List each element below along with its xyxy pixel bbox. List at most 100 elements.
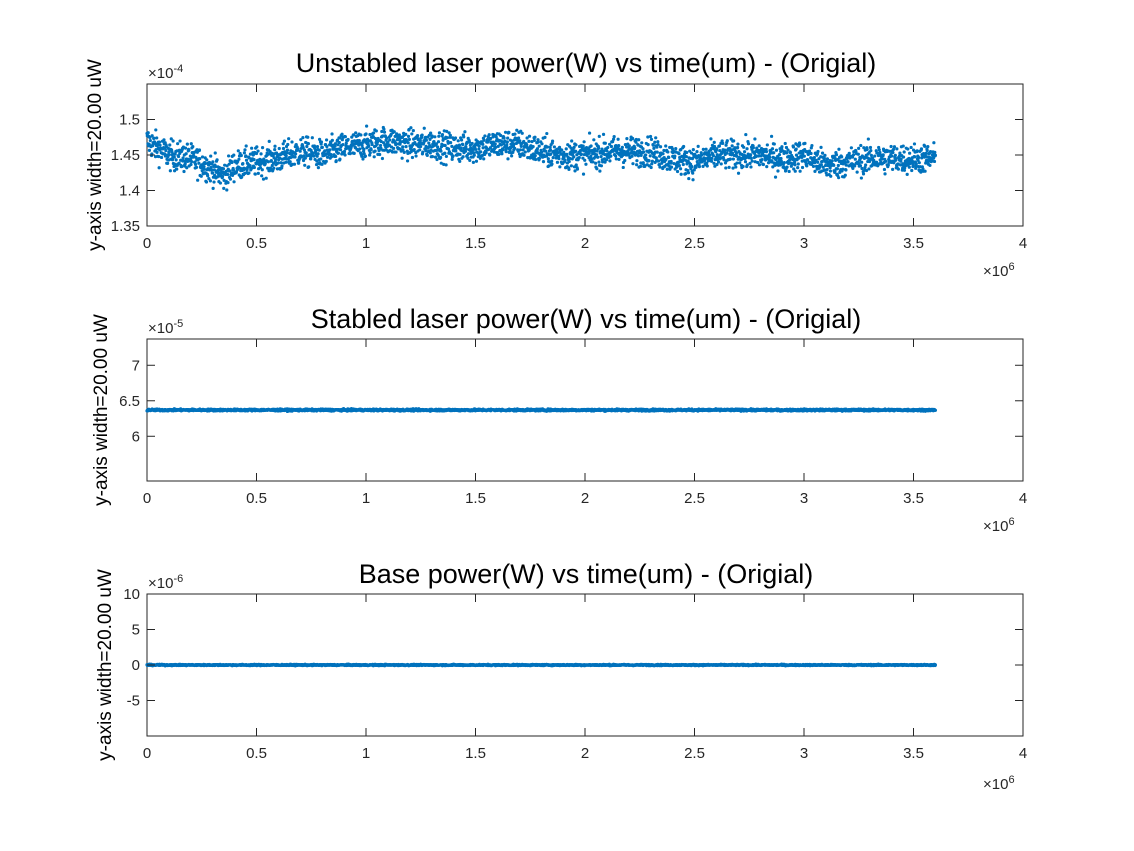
data-point bbox=[388, 138, 392, 142]
data-point bbox=[583, 158, 587, 162]
data-point bbox=[227, 162, 231, 166]
data-point bbox=[780, 145, 784, 149]
data-point bbox=[769, 134, 774, 138]
data-point bbox=[227, 154, 231, 158]
data-point bbox=[710, 156, 714, 160]
data-point bbox=[858, 164, 863, 168]
data-point bbox=[857, 146, 861, 151]
data-point bbox=[601, 132, 606, 136]
data-point bbox=[704, 147, 708, 151]
data-point bbox=[230, 160, 234, 165]
data-point bbox=[309, 157, 313, 161]
data-point bbox=[661, 152, 665, 156]
data-point bbox=[401, 145, 405, 149]
data-point bbox=[889, 144, 893, 149]
data-point bbox=[550, 139, 555, 143]
data-point bbox=[793, 169, 797, 173]
data-point bbox=[552, 145, 557, 149]
data-point bbox=[218, 181, 223, 185]
data-point bbox=[584, 162, 588, 166]
data-point bbox=[458, 159, 462, 163]
data-point bbox=[749, 153, 753, 157]
data-point bbox=[653, 140, 657, 144]
data-point bbox=[510, 154, 514, 158]
data-point bbox=[392, 146, 396, 150]
data-point bbox=[545, 145, 550, 149]
data-point bbox=[674, 147, 678, 151]
data-point bbox=[564, 147, 568, 151]
data-point bbox=[307, 165, 311, 169]
data-point bbox=[267, 139, 271, 143]
data-point bbox=[631, 162, 635, 166]
data-point bbox=[208, 179, 212, 183]
data-point bbox=[837, 147, 841, 151]
data-point bbox=[923, 144, 927, 148]
data-point bbox=[473, 147, 478, 151]
data-point bbox=[625, 137, 629, 141]
data-point bbox=[802, 154, 806, 158]
data-point bbox=[189, 159, 194, 164]
data-point bbox=[933, 153, 938, 157]
data-point bbox=[685, 150, 689, 155]
data-point bbox=[279, 161, 283, 165]
data-point bbox=[893, 153, 897, 157]
data-point bbox=[167, 150, 171, 154]
data-point bbox=[433, 135, 437, 139]
data-point bbox=[728, 157, 732, 161]
data-point bbox=[410, 132, 414, 136]
data-point bbox=[380, 156, 384, 161]
data-point bbox=[462, 135, 466, 139]
data-point bbox=[736, 145, 740, 150]
data-point bbox=[458, 152, 462, 156]
data-point bbox=[933, 150, 937, 154]
data-point bbox=[816, 149, 820, 154]
data-point bbox=[711, 154, 715, 158]
data-point bbox=[254, 151, 259, 156]
data-point bbox=[609, 154, 613, 158]
data-point bbox=[256, 149, 260, 153]
data-point bbox=[914, 162, 918, 166]
data-point bbox=[296, 147, 300, 151]
data-point bbox=[682, 144, 686, 149]
data-point bbox=[210, 171, 215, 175]
x-tick-label: 1 bbox=[362, 235, 370, 252]
data-point bbox=[330, 138, 334, 142]
data-point bbox=[907, 165, 911, 169]
data-point bbox=[796, 166, 800, 170]
data-point bbox=[727, 165, 731, 169]
data-point bbox=[292, 162, 297, 166]
data-point bbox=[302, 148, 307, 152]
data-point bbox=[334, 159, 338, 163]
data-point bbox=[574, 149, 578, 153]
data-point bbox=[221, 167, 226, 171]
data-point bbox=[236, 149, 240, 153]
data-point bbox=[317, 148, 321, 152]
x-tick-label: 2 bbox=[581, 235, 589, 252]
data-point bbox=[357, 138, 361, 143]
data-point bbox=[385, 136, 389, 140]
data-point bbox=[787, 169, 791, 174]
data-point bbox=[415, 134, 420, 138]
data-point bbox=[443, 143, 447, 148]
data-point bbox=[505, 140, 509, 144]
data-point bbox=[375, 142, 379, 146]
data-point bbox=[776, 156, 780, 160]
data-point bbox=[846, 160, 850, 164]
data-point bbox=[273, 148, 277, 152]
data-point bbox=[340, 132, 344, 136]
data-point bbox=[567, 159, 571, 164]
data-point bbox=[649, 165, 653, 170]
data-point bbox=[448, 133, 452, 137]
data-point bbox=[533, 154, 537, 158]
data-point bbox=[757, 163, 762, 167]
data-point bbox=[819, 145, 823, 149]
data-point bbox=[640, 141, 644, 145]
data-point bbox=[277, 146, 281, 151]
data-point bbox=[250, 146, 254, 150]
data-point bbox=[597, 134, 601, 138]
data-point bbox=[248, 152, 253, 156]
data-point bbox=[213, 173, 217, 177]
data-point bbox=[303, 156, 307, 160]
data-point bbox=[679, 172, 683, 176]
data-point bbox=[360, 154, 364, 158]
